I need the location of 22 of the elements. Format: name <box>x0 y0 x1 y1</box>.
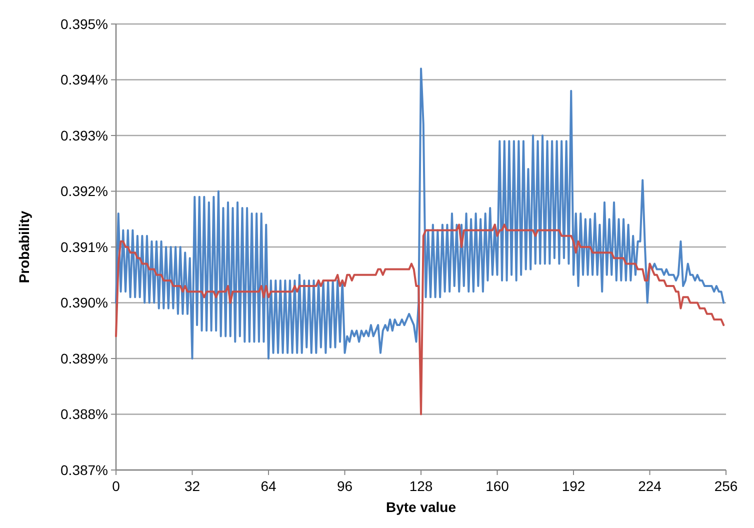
y-tick-label: 0.387% <box>60 462 108 478</box>
x-tick-label: 128 <box>409 478 433 494</box>
x-tick-label: 224 <box>638 478 662 494</box>
x-tick-label: 0 <box>112 478 120 494</box>
x-tick-label: 160 <box>486 478 510 494</box>
x-tick-label: 32 <box>184 478 200 494</box>
y-tick-label: 0.391% <box>60 238 108 255</box>
x-tick-label: 64 <box>260 478 276 494</box>
y-tick-label: 0.394% <box>60 72 108 88</box>
y-axis-title: Probability <box>16 210 32 284</box>
x-axis-title: Byte value <box>386 499 456 515</box>
y-tick-label: 0.390% <box>60 294 108 311</box>
y-tick-label: 0.395% <box>60 16 108 32</box>
line-series <box>115 224 725 416</box>
y-tick-label: 0.393% <box>60 127 108 144</box>
x-tick-label: 96 <box>336 478 353 494</box>
y-tick-label: 0.388% <box>60 406 108 422</box>
y-tick-label: 0.389% <box>60 350 108 366</box>
line-series <box>115 68 725 360</box>
x-tick-label: 256 <box>714 478 738 494</box>
y-tick-label: 0.392% <box>60 183 108 200</box>
x-tick-label: 192 <box>562 478 586 494</box>
